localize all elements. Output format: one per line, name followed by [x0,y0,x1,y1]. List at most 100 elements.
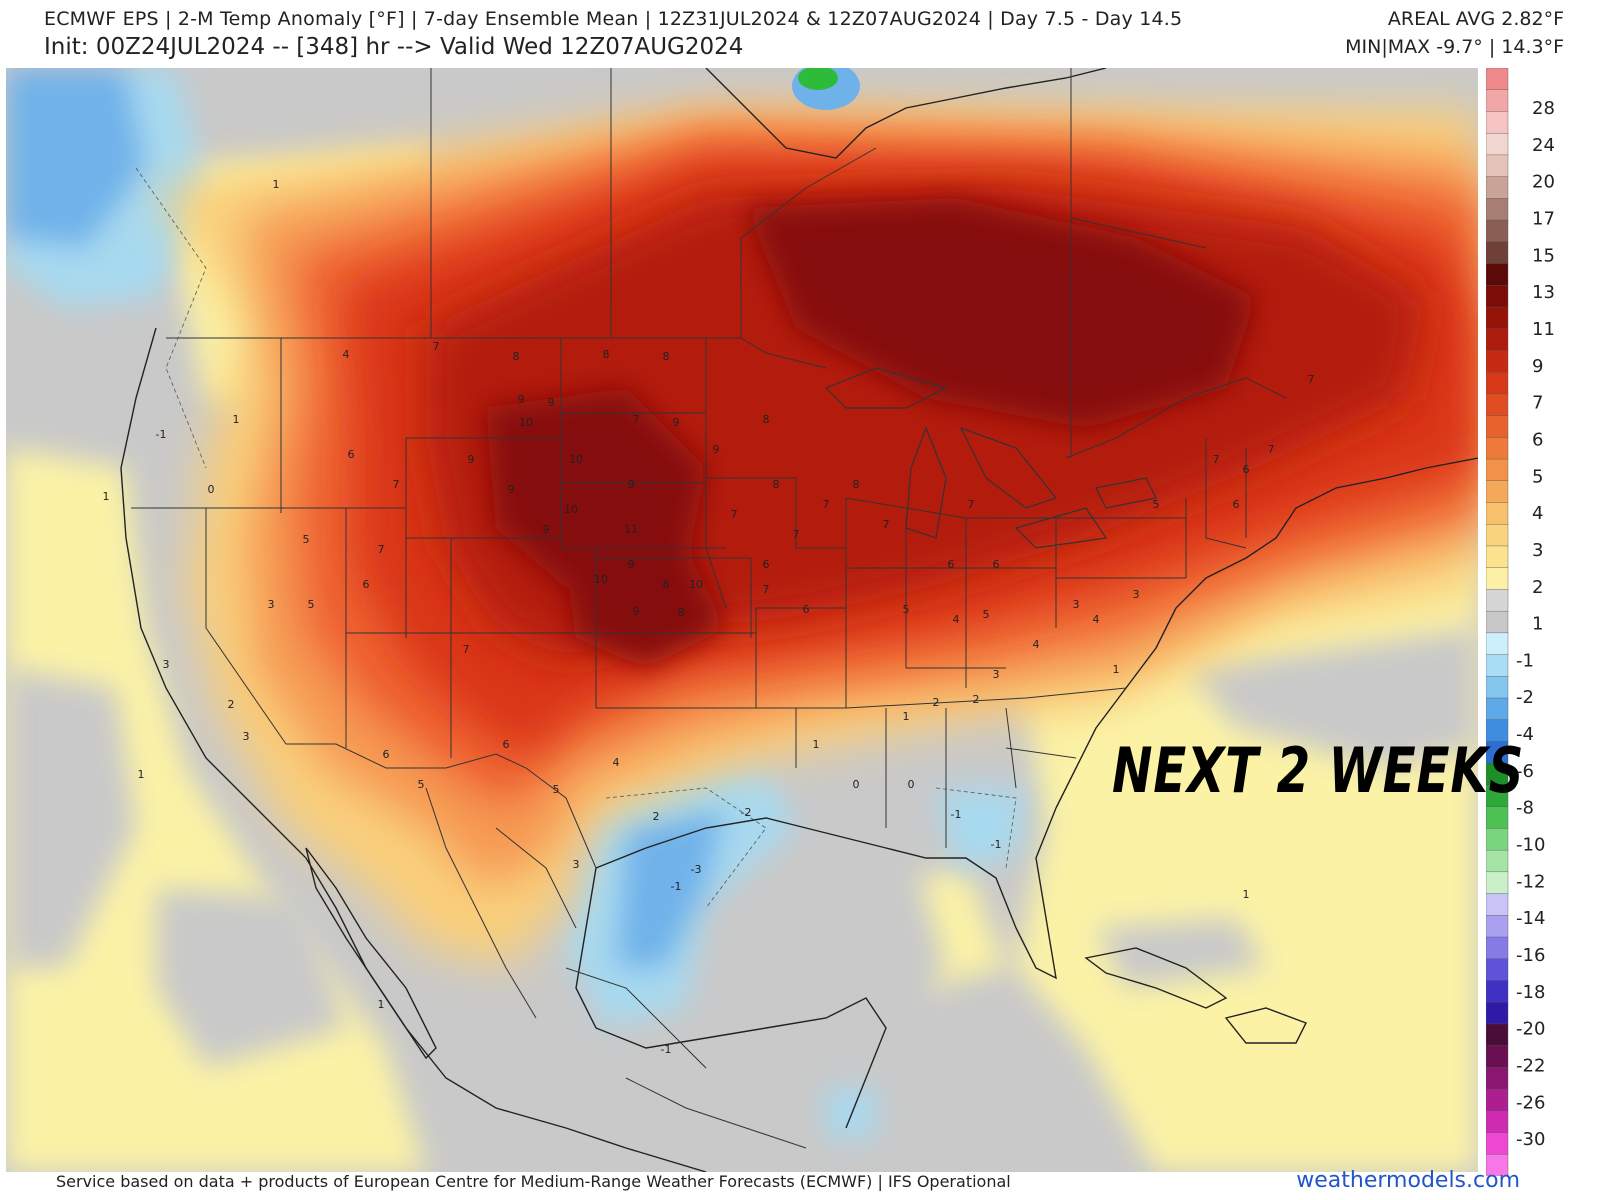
map-label: 1 [1113,663,1120,676]
legend-label: -2 [1516,687,1534,708]
map-label: 2 [973,693,980,706]
header-title: ECMWF EPS | 2-M Temp Anomaly [°F] | 7-da… [44,8,1183,30]
legend-swatch [1486,524,1509,547]
map-label: 8 [663,578,670,591]
legend-swatch [1486,241,1509,265]
legend-swatch [1486,154,1509,178]
map-label: 6 [1243,463,1250,476]
map-label: 0 [208,483,215,496]
map-label: 1 [138,768,145,781]
legend-label: 3 [1532,540,1543,561]
legend-swatch [1486,1154,1509,1176]
legend-swatch [1486,1023,1509,1047]
map-label: 4 [613,756,620,769]
legend-label: 11 [1532,319,1555,340]
map-label: 7 [883,518,890,531]
map-label: -1 [661,1043,672,1056]
legend-swatch [1486,458,1509,482]
map-label: 7 [1308,373,1315,386]
legend-swatch [1486,111,1509,134]
legend-swatch [1486,1045,1509,1069]
legend-swatch [1486,502,1509,525]
map-label: 5 [308,598,315,611]
map-label: 1 [903,710,910,723]
footer-credit: Service based on data + products of Euro… [56,1172,1011,1191]
map-label: -1 [156,428,167,441]
map-label: 6 [348,448,355,461]
legend-swatch [1486,132,1509,156]
map-label: 3 [243,730,250,743]
map-label: 7 [378,543,385,556]
map-label: 3 [993,668,1000,681]
legend-swatch [1486,654,1509,678]
map-label: 10 [594,573,608,586]
map-label: 3 [1073,598,1080,611]
map-label: 2 [228,698,235,711]
map-label: 4 [1033,638,1040,651]
map-label: 3 [573,858,580,871]
legend-swatch [1486,1110,1509,1134]
map-label: 7 [731,508,738,521]
legend-label: -20 [1516,1019,1545,1040]
map-label: 7 [793,528,800,541]
legend-label: 28 [1532,98,1555,119]
legend-swatch [1486,89,1509,113]
legend-swatch [1486,545,1509,569]
anomaly-labels: 7 8 8 8 9 10 9 7 9 10 9 9 9 10 11 9 10 8… [103,178,1315,1056]
map-label: 9 [628,478,635,491]
map-label: 1 [273,178,280,191]
legend-swatch [1486,350,1509,373]
map-label: 7 [1213,453,1220,466]
neutral-ocean-patches [6,628,1478,1068]
map-label: 6 [503,738,510,751]
legend-swatches [1486,68,1509,1176]
legend-label: -10 [1516,835,1545,856]
header-init-valid: Init: 00Z24JUL2024 -- [348] hr --> Valid… [44,34,744,60]
map-label: 9 [628,558,635,571]
contour-lines [135,167,1017,909]
legend-swatch [1486,415,1509,439]
legend-swatch [1486,871,1509,895]
map-label: 8 [853,478,860,491]
map-label: 1 [233,413,240,426]
legend-label: -16 [1516,945,1545,966]
legend-label: 17 [1532,208,1555,229]
map-label: 5 [418,778,425,791]
map-label: 6 [948,558,955,571]
cool-zones [6,68,1026,1138]
map-label: 10 [569,453,583,466]
legend-label: 24 [1532,135,1555,156]
map-label: 5 [1153,498,1160,511]
map-label: 9 [673,416,680,429]
legend-swatch [1486,306,1509,330]
coastlines [120,68,1478,1172]
site-link[interactable]: weathermodels.com [1296,1168,1520,1193]
map-label: 9 [633,605,640,618]
legend-swatch [1486,958,1509,982]
areal-average: AREAL AVG 2.82°F [1387,8,1564,30]
map-label: 4 [343,348,350,361]
legend-label: 9 [1532,356,1543,377]
map-label: 0 [908,778,915,791]
map-label: 6 [363,578,370,591]
legend-label: 6 [1532,429,1543,450]
map-label: 9 [468,453,475,466]
legend-swatch [1486,1088,1509,1112]
legend-swatch [1486,589,1509,612]
legend-swatch [1486,980,1509,1003]
map-label: 5 [983,608,990,621]
legend-label: -6 [1516,761,1534,782]
map-label: 8 [678,606,685,619]
legend-swatch [1486,915,1509,938]
legend-label: 15 [1532,245,1555,266]
map-label: 9 [543,523,550,536]
map-label: 8 [603,348,610,361]
great-lakes [824,367,1157,549]
legend-swatch [1486,610,1509,634]
map-label: 7 [1268,443,1275,456]
map-label: 11 [624,523,638,536]
map-label: 8 [513,350,520,363]
map-label: 2 [653,810,660,823]
legend-swatch [1486,806,1509,830]
legend-swatch [1486,328,1509,352]
